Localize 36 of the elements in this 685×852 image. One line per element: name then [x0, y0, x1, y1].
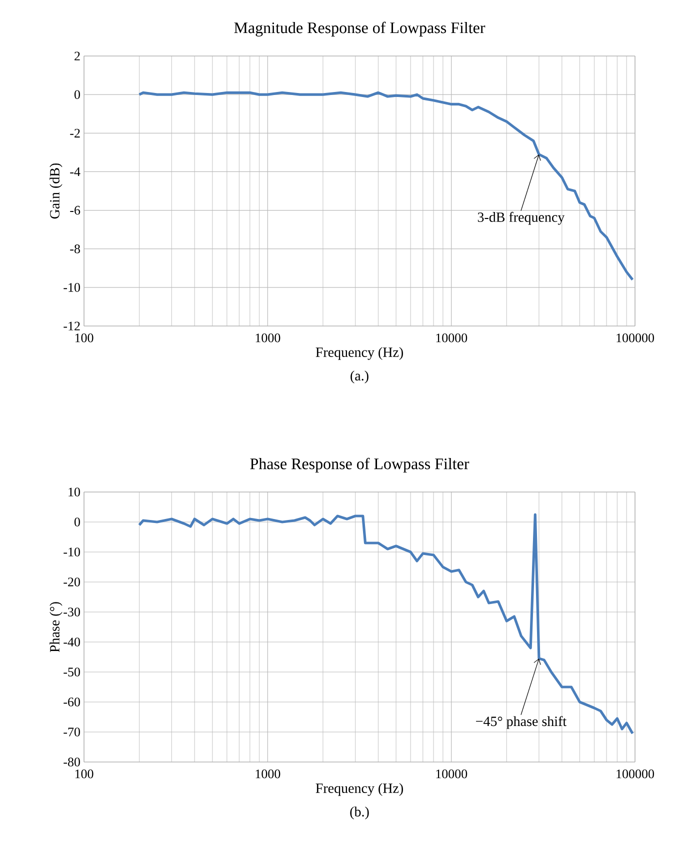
y-tick-label: -4 — [70, 167, 80, 176]
y-tick-label: -12 — [64, 322, 80, 330]
x-tick-label: 100 — [75, 334, 94, 342]
annotation: 3-dB frequency — [478, 212, 565, 225]
chart-title: Magnitude Response of Lowpass Filter — [234, 22, 486, 37]
y-tick-label: -50 — [64, 668, 80, 676]
y-tick-label: -30 — [64, 608, 80, 616]
x-tick-label: 1000 — [256, 770, 280, 778]
y-tick-label: -10 — [64, 283, 80, 292]
y-tick-label: -40 — [64, 638, 80, 646]
x-tick-label: 10000 — [436, 334, 468, 342]
y-tick-label: 2 — [74, 52, 80, 60]
annotation: −45° phase shift — [476, 716, 567, 729]
y-tick-label: 10 — [68, 488, 80, 496]
x-tick-label: 100000 — [616, 770, 654, 778]
y-tick-label: -10 — [64, 548, 80, 556]
x-tick-label: 100000 — [616, 334, 654, 342]
y-tick-label: -80 — [64, 758, 80, 766]
x-axis-title: Frequency (Hz) — [316, 783, 403, 796]
text: (a.) — [350, 370, 368, 384]
chart-title: Phase Response of Lowpass Filter — [250, 458, 470, 473]
y-tick-label: -60 — [64, 698, 80, 706]
text: (b.) — [350, 806, 369, 820]
x-axis-title: Frequency (Hz) — [316, 347, 403, 360]
y-tick-label: -8 — [70, 244, 80, 254]
y-tick-label: -70 — [64, 728, 80, 736]
y-axis-title: Gain (dB) — [50, 163, 62, 219]
y-tick-label: 0 — [74, 90, 80, 99]
x-tick-label: 1000 — [256, 334, 280, 342]
y-tick-label: -20 — [64, 578, 80, 586]
x-tick-label: 100 — [75, 770, 94, 778]
y-axis-title: Phase (°) — [50, 602, 62, 652]
y-tick-label: -2 — [70, 128, 80, 138]
x-tick-label: 10000 — [436, 770, 468, 778]
y-tick-label: 0 — [74, 518, 80, 526]
y-tick-label: -6 — [70, 206, 80, 215]
